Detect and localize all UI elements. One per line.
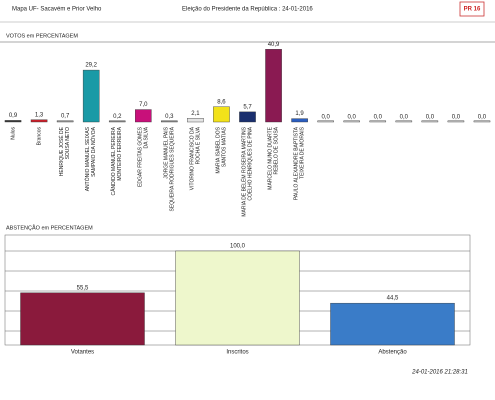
category-label: HENRIQUE JOSÉ DESOUSA NETO — [58, 126, 71, 176]
bar — [161, 120, 178, 123]
value-label: 0,9 — [9, 113, 18, 119]
value-label: 0,0 — [374, 115, 383, 121]
value-label: 0,0 — [478, 115, 487, 121]
logo-box — [459, 1, 485, 17]
value-label: 0,0 — [426, 115, 435, 121]
value-label: 0,0 — [321, 115, 330, 121]
timestamp: 24-01-2016 21:28:31 — [411, 370, 468, 376]
bar — [239, 111, 256, 123]
value-label: 29,2 — [85, 63, 97, 69]
bar — [56, 120, 74, 123]
bar — [30, 119, 48, 123]
value-label: 100,0 — [230, 244, 246, 250]
category-label: Abstenção — [378, 350, 407, 356]
value-label: 7,0 — [139, 102, 148, 108]
category-label: MARIA ISABEL DOSSANTOS MATIAS — [216, 126, 228, 173]
logo: PR 16 — [464, 7, 481, 13]
header-location: Mapa UF- Sacavém e Prior Velho — [12, 7, 102, 13]
bar — [343, 120, 360, 123]
bar — [108, 120, 126, 123]
category-label: Inscritos — [226, 350, 248, 356]
category-label: Nulos — [10, 127, 16, 140]
bar — [135, 109, 152, 123]
value-label: 8,6 — [217, 99, 226, 105]
value-label: 0,7 — [61, 113, 70, 119]
value-label: 2,1 — [191, 111, 200, 117]
category-label: ANTÓNIO MANUEL SEIXASSAMPAIO DA NÓVOA — [85, 126, 98, 191]
bar — [265, 49, 282, 123]
category-label: CÂNDIDO MANUEL PEREIRAMONTEIRO FERREIRA — [111, 126, 124, 195]
bar — [421, 120, 439, 123]
header-election: Eleição do Presidente da República : 24-… — [182, 7, 313, 13]
bar — [317, 120, 334, 123]
bar — [82, 69, 100, 123]
bar — [447, 120, 465, 123]
category-label: Brancos — [36, 127, 42, 146]
bar — [473, 120, 491, 123]
bar — [20, 292, 145, 346]
chart-title: VOTOS em PERCENTAGEM — [6, 33, 78, 39]
bar — [213, 106, 230, 123]
category-label: MARCELO NUNO DUARTEREBELO DE SOUSA — [268, 126, 280, 189]
bar — [369, 120, 387, 123]
value-label: 44,5 — [387, 296, 399, 302]
value-label: 1,9 — [295, 111, 304, 117]
bar — [330, 302, 455, 346]
value-label: 0,2 — [113, 114, 122, 120]
bar — [4, 120, 22, 123]
bar — [291, 118, 308, 123]
value-label: 1,3 — [35, 112, 44, 118]
category-label: JORGE MANUEL PAISSEQUEIRA RODRIGUES SEQU… — [164, 126, 176, 211]
value-label: 40,9 — [268, 42, 280, 48]
value-label: 0,0 — [400, 115, 409, 121]
value-label: 55,5 — [77, 285, 89, 291]
category-label: VITORINO FRANCISCO DAROCHA E SILVA — [190, 126, 202, 190]
bar — [187, 118, 204, 123]
category-label: MARIA DE BELÉM ROSEIRA MARTINSCOELHO HEN… — [241, 126, 254, 216]
bar — [175, 250, 300, 346]
value-label: 0,3 — [165, 114, 174, 120]
category-label: EDGAR FREITAS GOMESDA SILVA — [138, 126, 150, 187]
category-label: Votantes — [71, 350, 94, 356]
value-label: 0,0 — [452, 115, 461, 121]
category-label: PAULO ALEXANDRE BAPTISTATEIXEIRA DE MORA… — [294, 126, 306, 200]
value-label: 0,0 — [348, 115, 357, 121]
chart-title: ABSTENÇÃO em PERCENTAGEM — [6, 224, 93, 231]
value-label: 5,7 — [243, 104, 252, 110]
bar — [395, 120, 413, 123]
